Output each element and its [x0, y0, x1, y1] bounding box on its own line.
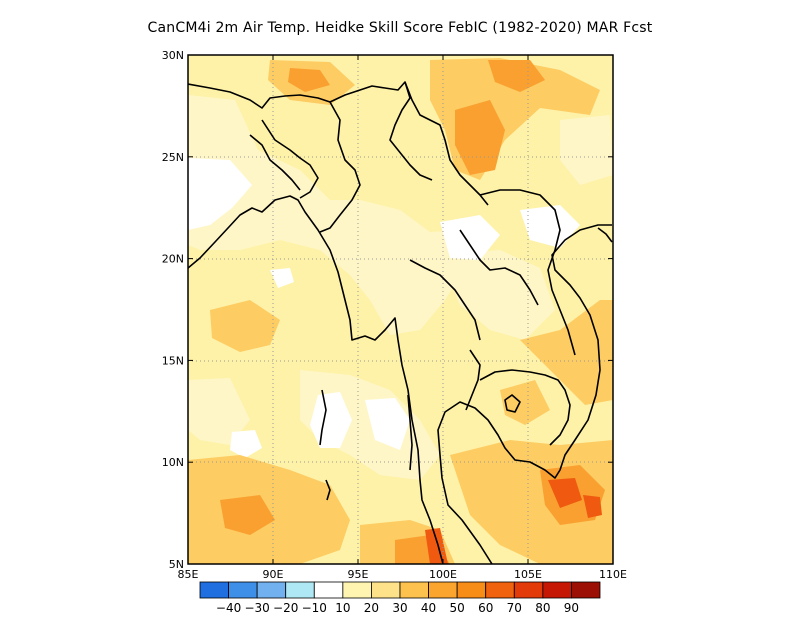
island-nicobar [325, 479, 331, 501]
skill-shade-medium [188, 455, 350, 564]
colorbar-label: 70 [507, 601, 522, 615]
colorbar-label: 80 [535, 601, 550, 615]
skill-shade-white [365, 398, 410, 450]
y-tick-label: 20N [162, 253, 184, 266]
x-tick-label: 85E [178, 568, 199, 581]
skill-shade-strong [220, 495, 275, 535]
colorbar-label: 50 [450, 601, 465, 615]
border-india-myanmar [319, 101, 361, 233]
y-tick-label: 15N [162, 354, 184, 367]
colorbar-bin [256, 581, 287, 599]
skill-shade-white [310, 392, 352, 448]
coastlines-borders [188, 81, 613, 564]
skill-shade-white [188, 158, 252, 230]
colorbar-label: 60 [478, 601, 493, 615]
colorbar-bin [342, 581, 372, 599]
skill-shade-strong [488, 60, 545, 92]
skill-score-field [188, 55, 613, 564]
map-axes: 85E 90E 95E 100E 105E 110E 5N 10N 15N 20N 25N 30N [162, 49, 627, 581]
colorbar-label: 90 [564, 601, 579, 615]
hainan-fragment [597, 227, 613, 243]
coastline-gulf-of-thailand [437, 224, 612, 564]
colorbar-label: −40 [216, 601, 241, 615]
colorbar-bin [285, 581, 315, 599]
skill-shade-strong [455, 100, 505, 175]
colorbar-label: 20 [364, 601, 379, 615]
colorbar-label: 10 [335, 601, 350, 615]
colorbar-bin [571, 581, 601, 599]
skill-shade-deep [425, 528, 448, 564]
colorbar-label: 30 [392, 601, 407, 615]
y-tick-label: 5N [169, 558, 184, 571]
skill-shade-medium [210, 300, 280, 352]
lat-lon-grid [188, 55, 613, 564]
skill-shade-light [440, 250, 555, 340]
skill-shade-white [440, 215, 500, 260]
colorbar-bin [399, 581, 429, 599]
colorbar-label: −20 [273, 601, 298, 615]
colorbar-bin [228, 581, 258, 599]
island-andaman [319, 389, 327, 446]
y-tick-label: 30N [162, 49, 184, 62]
tonle-sap-lake [504, 394, 521, 413]
skill-shade-medium [520, 300, 613, 405]
y-tick-label: 10N [162, 456, 184, 469]
map-title: CanCM4i 2m Air Temp. Heidke Skill Score … [147, 20, 653, 36]
colorbar-bin [485, 581, 515, 599]
skill-shade-deep [583, 495, 602, 518]
skill-shade-light [188, 95, 470, 335]
map-frame [187, 54, 614, 565]
border-bangladesh-india [261, 119, 319, 199]
x-tick-label: 90E [263, 568, 284, 581]
colorbar-label: 40 [421, 601, 436, 615]
skill-shade-white [230, 430, 262, 458]
border-myanmar-thailand [409, 259, 481, 341]
skill-shade-white [270, 268, 294, 288]
colorbar-bin [371, 581, 401, 599]
x-tick-label: 95E [348, 568, 369, 581]
border-thailand-cambodia [465, 349, 481, 411]
x-tick-label: 100E [429, 568, 457, 581]
border-india-nepal-north [188, 81, 433, 181]
border-india-bangladesh-east [249, 134, 301, 191]
skill-shade-strong [288, 68, 330, 92]
colorbar-bin [428, 581, 458, 599]
coastline-india-bangladesh-myanmar [188, 195, 444, 564]
colorbar-label: −10 [302, 601, 327, 615]
colorbar-bin [513, 581, 544, 599]
skill-shade-deep [548, 478, 582, 508]
skill-shade-white [520, 205, 580, 248]
skill-shade-light [188, 378, 250, 445]
x-tick-label: 105E [514, 568, 542, 581]
colorbar-bin [456, 581, 487, 599]
colorbar: −40 −30 −20 −10 10 20 30 40 50 60 70 80 90 [199, 581, 601, 615]
border-thailand-laos [459, 229, 539, 306]
skill-shade-light [560, 115, 613, 185]
border-myanmar-china-laos [404, 81, 489, 206]
y-tick-label: 25N [162, 151, 184, 164]
border-laos-vietnam [479, 189, 576, 356]
island-mergui [407, 394, 413, 471]
border-cambodia [479, 369, 571, 446]
x-tick-label: 110E [599, 568, 627, 581]
colorbar-bin [542, 581, 572, 599]
colorbar-label: −30 [244, 601, 269, 615]
colorbar-bin [313, 581, 344, 599]
colorbar-bin [199, 581, 229, 599]
skill-shade-medium [500, 380, 550, 425]
